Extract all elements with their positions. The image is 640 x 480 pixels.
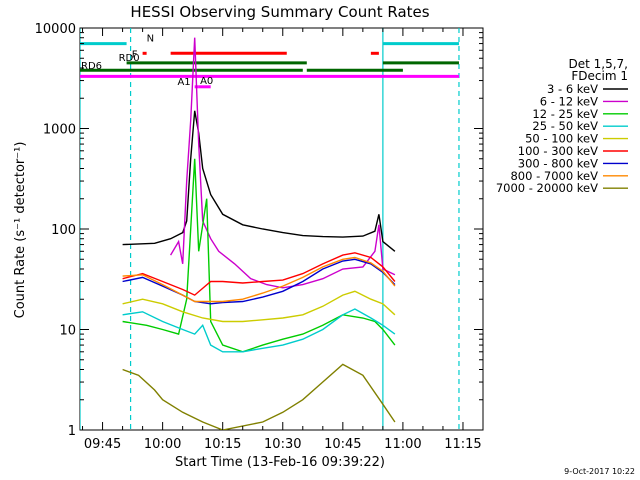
- legend-label: 6 - 12 keV: [540, 94, 598, 108]
- legend-header-2: FDecim 1: [571, 69, 628, 83]
- time-markers: [80, 28, 460, 430]
- legend-label: 300 - 800 keV: [518, 156, 598, 170]
- series-line: [122, 363, 396, 430]
- x-tick-label: 10:30: [264, 437, 301, 452]
- x-tick-label: 11:15: [444, 437, 481, 452]
- x-tick-label: 10:15: [204, 437, 241, 452]
- legend-label: 7000 - 20000 keV: [496, 181, 598, 195]
- x-tick-label: 10:00: [144, 437, 181, 452]
- x-tick-label: 10:45: [324, 437, 361, 452]
- flag-label-rd6: RD6: [81, 61, 102, 72]
- series-line: [122, 256, 396, 303]
- legend-label: 25 - 50 keV: [532, 119, 598, 133]
- x-tick-label: 11:00: [384, 437, 421, 452]
- y-tick-label: 10: [59, 324, 76, 339]
- flag-bars: [80, 42, 459, 89]
- y-tick-label: 1000: [43, 123, 76, 138]
- x-axis-label: Start Time (13-Feb-16 09:39:22): [175, 455, 385, 470]
- flag-label-n: N: [147, 34, 154, 45]
- series-line: [122, 308, 396, 353]
- flag-label-f: F: [132, 49, 138, 60]
- series-line: [122, 158, 396, 353]
- x-axis: 09:45 10:00 10:15 10:30 10:45 11:00 11:15: [82, 28, 484, 452]
- legend-label: 800 - 7000 keV: [510, 169, 598, 183]
- series-line: [122, 110, 396, 252]
- chart-title: HESSI Observing Summary Count Rates: [130, 3, 429, 21]
- series-line: [169, 37, 396, 289]
- flag-label-rd0: RD0: [119, 53, 140, 64]
- legend-label: 3 - 6 keV: [547, 82, 598, 96]
- y-tick-label: 1: [68, 424, 76, 439]
- flag-label-a1: A1: [177, 77, 190, 88]
- y-tick-label: 100: [51, 223, 76, 238]
- series-line: [122, 252, 396, 296]
- footer-timestamp: 9-Oct-2017 10:22: [564, 467, 635, 476]
- plot-frame: [79, 27, 484, 431]
- legend-label: 100 - 300 keV: [518, 144, 598, 158]
- legend-label: 50 - 100 keV: [525, 132, 598, 146]
- legend-label: 12 - 25 keV: [532, 107, 598, 121]
- series-line: [122, 290, 396, 323]
- flag-label-a0: A0: [200, 76, 213, 87]
- legend-header-1: Det 1,5,7,: [569, 57, 629, 71]
- series-lines: [122, 37, 396, 430]
- y-axis: 1 10 100 1000 10000: [35, 22, 483, 439]
- x-tick-label: 09:45: [84, 437, 121, 452]
- y-tick-label: 10000: [35, 22, 76, 37]
- y-axis-label: Count Rate (s⁻¹ detector⁻¹): [13, 142, 28, 319]
